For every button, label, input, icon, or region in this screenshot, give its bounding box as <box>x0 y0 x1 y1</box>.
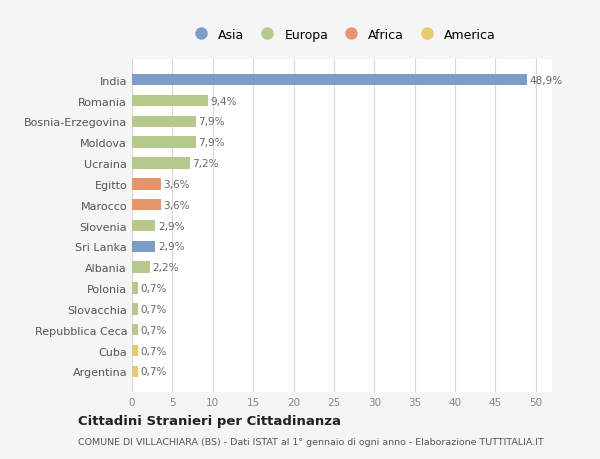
Text: 2,2%: 2,2% <box>152 263 179 273</box>
Text: 9,4%: 9,4% <box>211 96 237 106</box>
Text: 0,7%: 0,7% <box>140 346 166 356</box>
Text: 2,9%: 2,9% <box>158 221 184 231</box>
Bar <box>132 241 155 252</box>
Text: 7,9%: 7,9% <box>198 138 225 148</box>
Text: 7,9%: 7,9% <box>198 117 225 127</box>
Text: COMUNE DI VILLACHIARA (BS) - Dati ISTAT al 1° gennaio di ogni anno - Elaborazion: COMUNE DI VILLACHIARA (BS) - Dati ISTAT … <box>78 437 544 446</box>
Text: 0,7%: 0,7% <box>140 284 166 293</box>
Bar <box>132 158 190 169</box>
Bar <box>132 283 137 294</box>
Text: 2,9%: 2,9% <box>158 242 184 252</box>
Bar <box>132 262 150 274</box>
Bar <box>132 137 196 149</box>
Bar <box>132 117 196 128</box>
Bar <box>132 95 208 107</box>
Text: 0,7%: 0,7% <box>140 304 166 314</box>
Bar <box>132 179 161 190</box>
Bar <box>132 220 155 232</box>
Text: 0,7%: 0,7% <box>140 325 166 335</box>
Bar <box>132 303 137 315</box>
Legend: Asia, Europa, Africa, America: Asia, Europa, Africa, America <box>185 26 499 44</box>
Bar <box>132 75 527 86</box>
Text: 3,6%: 3,6% <box>163 200 190 210</box>
Text: 7,2%: 7,2% <box>193 159 219 168</box>
Bar <box>132 366 137 377</box>
Bar <box>132 200 161 211</box>
Text: 0,7%: 0,7% <box>140 367 166 376</box>
Text: 48,9%: 48,9% <box>529 76 563 85</box>
Bar <box>132 345 137 357</box>
Bar <box>132 325 137 336</box>
Text: 3,6%: 3,6% <box>163 179 190 190</box>
Text: Cittadini Stranieri per Cittadinanza: Cittadini Stranieri per Cittadinanza <box>78 414 341 428</box>
